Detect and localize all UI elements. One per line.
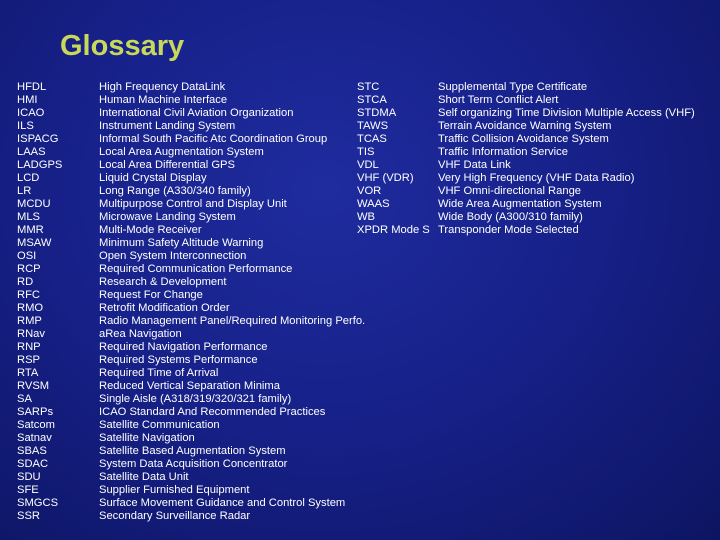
glossary-abbreviation: MMR bbox=[17, 224, 44, 236]
glossary-abbreviation: WAAS bbox=[357, 198, 390, 210]
glossary-panel: HFDL HMI ICAO ILS ISPACG LAAS LADGPS LCD LR MCDU M… bbox=[14, 80, 714, 523]
glossary-definition: Required Systems Performance bbox=[99, 354, 258, 366]
glossary-definition: Multipurpose Control and Display Unit bbox=[99, 198, 287, 210]
glossary-definition: aRea Navigation bbox=[99, 328, 182, 340]
glossary-abbreviation: SARPs bbox=[17, 406, 54, 418]
glossary-abbreviation: SDAC bbox=[17, 458, 49, 470]
glossary-definition: Instrument Landing System bbox=[99, 120, 236, 132]
glossary-abbreviation: LAAS bbox=[17, 146, 46, 158]
glossary-definition: Wide Area Augmentation System bbox=[438, 198, 602, 210]
glossary-definition: Open System Interconnection bbox=[99, 250, 247, 262]
glossary-abbreviation: SBAS bbox=[17, 445, 47, 457]
glossary-abbreviation: RNav bbox=[17, 328, 45, 340]
glossary-definition: Required Time of Arrival bbox=[99, 367, 219, 379]
glossary-definition: Required Navigation Performance bbox=[99, 341, 268, 353]
glossary-abbreviation: MSAW bbox=[17, 237, 52, 249]
glossary-definition: Single Aisle (A318/319/320/321 family) bbox=[99, 393, 292, 405]
glossary-abbreviation: SMGCS bbox=[17, 497, 59, 509]
glossary-definition: Terrain Avoidance Warning System bbox=[438, 120, 612, 132]
glossary-abbreviation: RFC bbox=[17, 289, 40, 301]
glossary-definition: Retrofit Modification Order bbox=[99, 302, 230, 314]
glossary-abbreviation: HFDL bbox=[17, 81, 47, 93]
glossary-abbreviation: LCD bbox=[17, 172, 40, 184]
left-abbreviation-column: HFDL HMI ICAO ILS ISPACG LAAS LADGPS LCD LR MCDU M… bbox=[17, 81, 62, 523]
glossary-abbreviation: VDL bbox=[357, 159, 379, 171]
glossary-definition: High Frequency DataLink bbox=[99, 81, 226, 93]
glossary-abbreviation: SSR bbox=[17, 510, 41, 522]
glossary-definition: Secondary Surveillance Radar bbox=[99, 510, 251, 522]
glossary-abbreviation: MLS bbox=[17, 211, 41, 223]
glossary-abbreviation: STDMA bbox=[357, 107, 397, 119]
glossary-definition: Radio Management Panel/Required Monitori… bbox=[99, 315, 366, 327]
glossary-abbreviation: ISPACG bbox=[17, 133, 59, 145]
glossary-abbreviation: RCP bbox=[17, 263, 41, 275]
glossary-abbreviation: Satnav bbox=[17, 432, 52, 444]
glossary-definition: System Data Acquisition Concentrator bbox=[99, 458, 288, 470]
glossary-definition: Local Area Augmentation System bbox=[99, 146, 264, 158]
glossary-abbreviation: SDU bbox=[17, 471, 41, 483]
right-abbreviation-column: STC STCA STDMA TAWS TCAS TIS VDL VHF (VDR) VOR WA… bbox=[357, 81, 430, 237]
glossary-abbreviation: STC bbox=[357, 81, 380, 93]
glossary-definition: Traffic Information Service bbox=[438, 146, 568, 158]
glossary-definition: Informal South Pacific Atc Coordination … bbox=[99, 133, 328, 145]
glossary-definition: Traffic Collision Avoidance System bbox=[438, 133, 609, 145]
glossary-abbreviation: RD bbox=[17, 276, 34, 288]
glossary-abbreviation: RMP bbox=[17, 315, 42, 327]
glossary-abbreviation: LR bbox=[17, 185, 32, 197]
glossary-abbreviation: XPDR Mode S bbox=[357, 224, 430, 236]
glossary-definition: Reduced Vertical Separation Minima bbox=[99, 380, 280, 392]
glossary-abbreviation: TAWS bbox=[357, 120, 389, 132]
glossary-definition: Satellite Communication bbox=[99, 419, 220, 431]
glossary-definition: Surface Movement Guidance and Control Sy… bbox=[99, 497, 346, 509]
glossary-definition: International Civil Aviation Organizatio… bbox=[99, 107, 294, 119]
glossary-abbreviation: SFE bbox=[17, 484, 39, 496]
glossary-definition: Long Range (A330/340 family) bbox=[99, 185, 251, 197]
glossary-abbreviation: VHF (VDR) bbox=[357, 172, 414, 184]
glossary-definition: Liquid Crystal Display bbox=[99, 172, 207, 184]
glossary-abbreviation: SA bbox=[17, 393, 32, 405]
glossary-abbreviation: HMI bbox=[17, 94, 38, 106]
glossary-definition: Multi-Mode Receiver bbox=[99, 224, 202, 236]
glossary-abbreviation: RSP bbox=[17, 354, 41, 366]
glossary-abbreviation: ILS bbox=[17, 120, 34, 132]
glossary-definition: Satellite Based Augmentation System bbox=[99, 445, 286, 457]
glossary-definition: Request For Change bbox=[99, 289, 203, 301]
glossary-definition: Satellite Navigation bbox=[99, 432, 195, 444]
glossary-definition: Wide Body (A300/310 family) bbox=[438, 211, 583, 223]
glossary-definition: Local Area Differential GPS bbox=[99, 159, 235, 171]
glossary-abbreviation: MCDU bbox=[17, 198, 51, 210]
glossary-abbreviation: WB bbox=[357, 211, 376, 223]
glossary-definition: Research & Development bbox=[99, 276, 227, 288]
glossary-abbreviation: LADGPS bbox=[17, 159, 63, 171]
glossary-definition: Human Machine Interface bbox=[99, 94, 228, 106]
glossary-definition: Transponder Mode Selected bbox=[438, 224, 579, 236]
glossary-definition: Short Term Conflict Alert bbox=[438, 94, 559, 106]
glossary-definition: Supplier Furnished Equipment bbox=[99, 484, 250, 496]
glossary-abbreviation: Satcom bbox=[17, 419, 55, 431]
right-definition-column: Supplemental Type Certificate Short Term … bbox=[438, 81, 695, 237]
glossary-definition: VHF Data Link bbox=[438, 159, 511, 171]
glossary-abbreviation: RNP bbox=[17, 341, 41, 353]
glossary-definition: Microwave Landing System bbox=[99, 211, 236, 223]
glossary-abbreviation: RMO bbox=[17, 302, 44, 314]
glossary-abbreviation: TIS bbox=[357, 146, 375, 158]
glossary-definition: Self organizing Time Division Multiple A… bbox=[438, 107, 695, 119]
glossary-abbreviation: RTA bbox=[17, 367, 39, 379]
glossary-definition: Supplemental Type Certificate bbox=[438, 81, 588, 93]
glossary-definition: ICAO Standard And Recommended Practices bbox=[99, 406, 326, 418]
glossary-definition: Required Communication Performance bbox=[99, 263, 293, 275]
left-definition-column: High Frequency DataLink Human Machine Int… bbox=[99, 81, 365, 523]
glossary-abbreviation: OSI bbox=[17, 250, 37, 262]
glossary-abbreviation: ICAO bbox=[17, 107, 45, 119]
page-title: Glossary bbox=[60, 30, 185, 62]
glossary-definition: Satellite Data Unit bbox=[99, 471, 189, 483]
glossary-definition: VHF Omni-directional Range bbox=[438, 185, 582, 197]
glossary-abbreviation: VOR bbox=[357, 185, 382, 197]
glossary-definition: Minimum Safety Altitude Warning bbox=[99, 237, 264, 249]
glossary-abbreviation: STCA bbox=[357, 94, 387, 106]
glossary-definition: Very High Frequency (VHF Data Radio) bbox=[438, 172, 635, 184]
glossary-abbreviation: TCAS bbox=[357, 133, 387, 145]
glossary-abbreviation: RVSM bbox=[17, 380, 50, 392]
